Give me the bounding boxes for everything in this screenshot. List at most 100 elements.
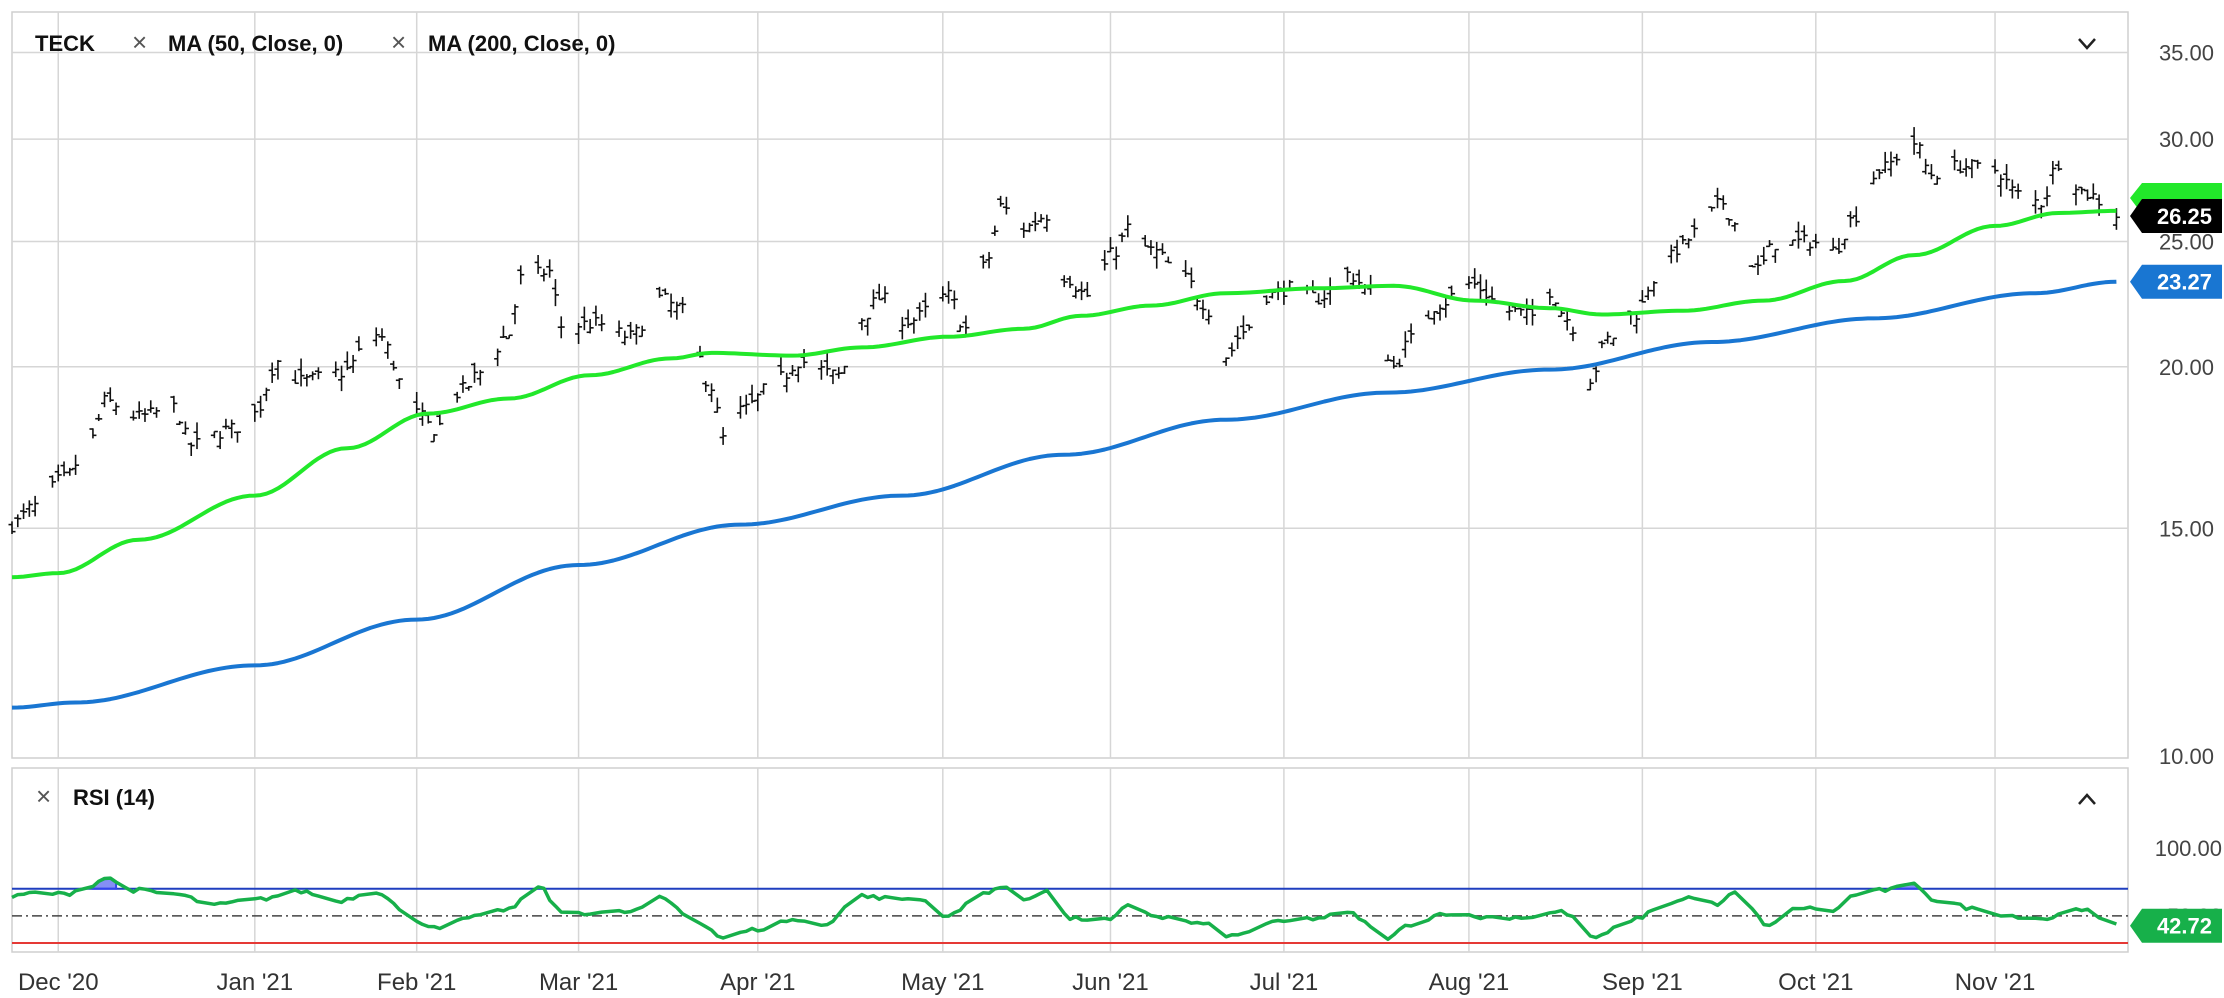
ohlc-bar (228, 419, 236, 439)
ohlc-bar (1002, 196, 1010, 215)
ohlc-bar (713, 397, 721, 413)
ohlc-bar (760, 383, 768, 395)
ohlc-bar (1806, 242, 1814, 256)
ohlc-bar (1424, 310, 1432, 320)
remove-rsi-close-icon[interactable]: × (36, 781, 52, 811)
ohlc-bar (210, 430, 218, 439)
ohlc-bar (1159, 243, 1167, 256)
collapse-price-panel-chevron-down-icon[interactable] (2076, 36, 2098, 52)
ohlc-bar (303, 374, 311, 387)
ohlc-bar (621, 330, 629, 346)
ma200-last-badge-shape (2130, 264, 2222, 299)
ohlc-bar (170, 395, 178, 413)
x-tick-label: Jun '21 (1072, 969, 1149, 996)
ohlc-bar (1609, 337, 1617, 346)
ohlc-bar (1569, 326, 1577, 342)
ohlc-bar (1234, 326, 1242, 350)
ohlc-bar (1043, 214, 1051, 232)
ohlc-bar (1997, 174, 2005, 197)
ohlc-bar (1407, 323, 1415, 344)
ohlc-bar (898, 316, 906, 340)
ohlc-bar (1933, 175, 1941, 185)
ma50-label[interactable]: MA (50, Close, 0) (168, 31, 344, 56)
ohlc-bar (2031, 190, 2039, 214)
ohlc-bar (343, 351, 351, 371)
ohlc-bar (615, 320, 623, 337)
ohlc-bar (257, 395, 265, 418)
ohlc-bar (222, 418, 230, 430)
x-tick-label: Aug '21 (1429, 969, 1510, 996)
ohlc-bar (14, 514, 22, 528)
ohlc-bar (338, 365, 346, 392)
ohlc-bar (736, 396, 744, 419)
ohlc-bar (627, 321, 635, 339)
ohlc-bar (1141, 235, 1149, 247)
ohlc-bar (921, 292, 929, 318)
collapse-rsi-panel-chevron-up-icon[interactable] (2076, 791, 2098, 807)
ma200-label[interactable]: MA (200, Close, 0) (428, 31, 616, 56)
ohlc-bar (187, 442, 195, 457)
ohlc-bar (314, 367, 322, 380)
ohlc-bar (580, 306, 588, 331)
ohlc-bar (1708, 206, 1716, 212)
ohlc-bar (1910, 127, 1918, 155)
ohlc-bar (25, 500, 33, 517)
rsi-last-badge-shape (2130, 908, 2222, 943)
rsi-last-badge-text: 42.72 (2157, 914, 2212, 939)
ohlc-bar (1922, 158, 1930, 175)
ohlc-bar (841, 365, 849, 374)
ohlc-bar (546, 259, 554, 278)
ohlc-bar (2049, 160, 2057, 185)
ma50-line (11, 208, 2117, 580)
last-price-badge-shape (2130, 199, 2222, 234)
ohlc-bar (309, 371, 317, 381)
ohlc-bar (141, 408, 149, 422)
ohlc-bar (48, 475, 56, 488)
ohlc-bar (384, 341, 392, 359)
ohlc-bar (1187, 267, 1195, 289)
ohlc-bar (794, 366, 802, 383)
ohlc-bar (956, 324, 964, 333)
x-tick-label: Nov '21 (1955, 969, 2036, 996)
ohlc-bar (135, 401, 143, 419)
last-price-badge-text: 26.25 (2157, 204, 2212, 229)
ohlc-bar (788, 365, 796, 376)
ohlc-bar (1320, 290, 1328, 308)
ohlc-bar (708, 383, 716, 403)
ohlc-bar (1916, 142, 1924, 159)
ohlc-bar (349, 354, 357, 373)
ohlc-bar (378, 328, 386, 341)
ohlc-bar (904, 309, 912, 329)
x-tick-label: Oct '21 (1778, 969, 1853, 996)
ohlc-bar (1239, 315, 1247, 340)
ohlc-bar (1974, 159, 1982, 169)
ohlc-bar (1263, 295, 1271, 306)
ohlc-bar (1083, 281, 1091, 298)
x-tick-label: Apr '21 (720, 969, 795, 996)
ohlc-bar (1725, 218, 1733, 226)
ohlc-bar (1789, 239, 1797, 246)
ohlc-bar (31, 495, 39, 517)
ohlc-bar (54, 464, 62, 482)
ohlc-bar (1598, 340, 1606, 349)
ohlc-bar (1800, 225, 1808, 243)
ohlc-bar (702, 381, 710, 393)
ohlc-bar (829, 369, 837, 385)
ohlc-bar (494, 348, 502, 367)
remove-ma50-close-icon[interactable]: × (132, 27, 148, 57)
ohlc-bar (1835, 237, 1843, 254)
ohlc-bar (1471, 268, 1479, 289)
x-tick-label: Sep '21 (1602, 969, 1683, 996)
remove-ma200-close-icon[interactable]: × (391, 27, 407, 57)
grid (12, 12, 2128, 952)
ohlc-bar (1523, 298, 1531, 325)
ohlc-bar (1679, 234, 1687, 245)
ohlc-bar (1766, 240, 1774, 248)
y-tick-label: 35.00 (2159, 41, 2214, 66)
rsi-label[interactable]: RSI (14) (73, 785, 155, 810)
ohlc-bar (823, 353, 831, 376)
ohlc-bar (1396, 358, 1404, 368)
ohlc-bar (251, 403, 259, 422)
ohlc-bar (638, 325, 646, 338)
